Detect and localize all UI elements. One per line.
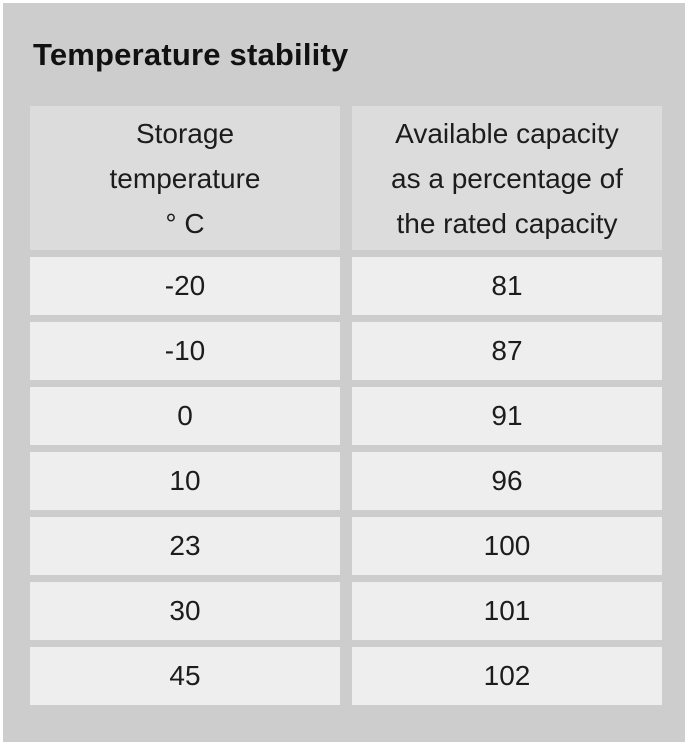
table-row: 10 96 bbox=[30, 452, 662, 510]
temperature-stability-panel: Temperature stability Storage temperatur… bbox=[3, 3, 685, 742]
table-header-row: Storage temperature ° C Available capaci… bbox=[30, 106, 662, 250]
temperature-cell: 45 bbox=[30, 647, 340, 705]
table-row: 0 91 bbox=[30, 387, 662, 445]
panel-title: Temperature stability bbox=[33, 37, 349, 72]
capacity-cell: 96 bbox=[352, 452, 662, 510]
temperature-cell: 23 bbox=[30, 517, 340, 575]
capacity-cell: 87 bbox=[352, 322, 662, 380]
temperature-cell: -10 bbox=[30, 322, 340, 380]
capacity-cell: 102 bbox=[352, 647, 662, 705]
temperature-cell: 30 bbox=[30, 582, 340, 640]
capacity-cell: 100 bbox=[352, 517, 662, 575]
table-row: 45 102 bbox=[30, 647, 662, 705]
table-row: -20 81 bbox=[30, 257, 662, 315]
temperature-cell: 10 bbox=[30, 452, 340, 510]
header-storage-temperature-label: Storage temperature ° C bbox=[109, 118, 261, 239]
table-row: -10 87 bbox=[30, 322, 662, 380]
header-available-capacity-label: Available capacity as a percentage of th… bbox=[391, 118, 623, 239]
header-available-capacity: Available capacity as a percentage of th… bbox=[352, 106, 662, 250]
capacity-cell: 101 bbox=[352, 582, 662, 640]
table-row: 30 101 bbox=[30, 582, 662, 640]
capacity-cell: 81 bbox=[352, 257, 662, 315]
table-row: 23 100 bbox=[30, 517, 662, 575]
header-storage-temperature: Storage temperature ° C bbox=[30, 106, 340, 250]
temperature-cell: -20 bbox=[30, 257, 340, 315]
capacity-cell: 91 bbox=[352, 387, 662, 445]
stability-table: Storage temperature ° C Available capaci… bbox=[30, 106, 662, 712]
temperature-cell: 0 bbox=[30, 387, 340, 445]
